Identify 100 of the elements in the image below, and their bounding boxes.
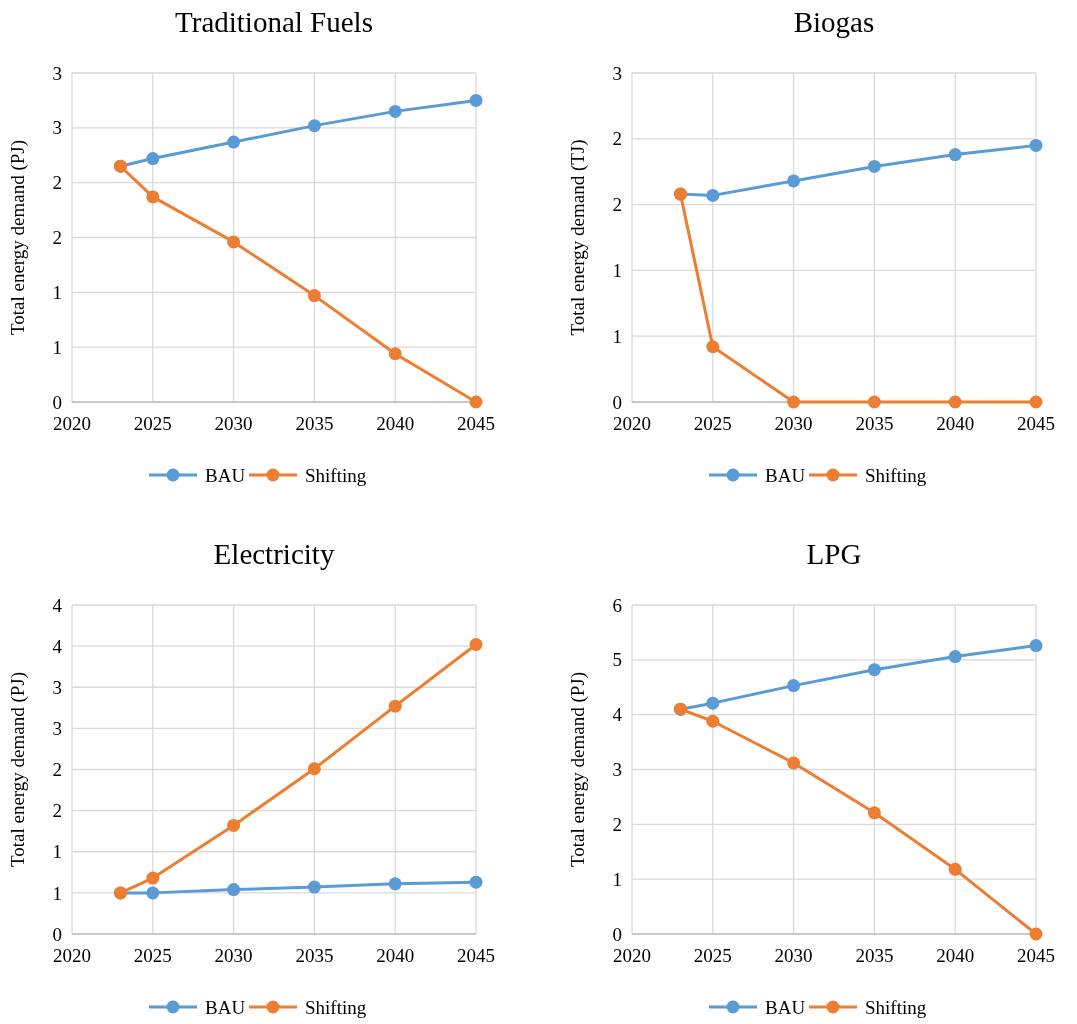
chart-title: Electricity bbox=[213, 538, 335, 570]
chart-title: LPG bbox=[806, 538, 862, 570]
point bbox=[469, 875, 483, 889]
x-tick-label: 2040 bbox=[376, 413, 415, 434]
y-tick-label: 6 bbox=[612, 594, 622, 616]
y-tick-label: 1 bbox=[612, 868, 622, 890]
y-axis-title: Total energy demand (PJ) bbox=[567, 671, 589, 868]
y-tick-label: 1 bbox=[52, 281, 62, 303]
y-axis-title: Total energy demand (PJ) bbox=[7, 671, 29, 868]
point bbox=[867, 159, 881, 173]
x-tick-label: 2040 bbox=[936, 945, 975, 966]
legend-label: Shifting bbox=[865, 464, 927, 486]
point bbox=[307, 289, 321, 303]
y-axis-title: Total energy demand (PJ) bbox=[7, 139, 29, 336]
x-tick-label: 2045 bbox=[1017, 945, 1055, 966]
point bbox=[307, 762, 321, 776]
x-tick-label: 2025 bbox=[693, 413, 732, 434]
y-tick-label: 3 bbox=[52, 117, 62, 139]
y-tick-label: 4 bbox=[612, 704, 623, 726]
x-tick-label: 2020 bbox=[613, 413, 651, 434]
x-tick-label: 2045 bbox=[1017, 413, 1055, 434]
x-tick-label: 2045 bbox=[457, 945, 495, 966]
point bbox=[227, 135, 241, 149]
x-tick-label: 2025 bbox=[133, 945, 172, 966]
point bbox=[706, 714, 720, 728]
point bbox=[146, 190, 160, 204]
x-tick-label: 2030 bbox=[214, 413, 253, 434]
point bbox=[146, 886, 160, 900]
y-tick-label: 2 bbox=[52, 227, 62, 249]
y-tick-label: 2 bbox=[52, 172, 62, 194]
point bbox=[388, 877, 402, 891]
y-tick-label: 0 bbox=[612, 923, 622, 945]
point bbox=[867, 663, 881, 677]
x-tick-label: 2045 bbox=[457, 413, 495, 434]
x-tick-label: 2030 bbox=[774, 413, 813, 434]
y-axis-title: Total energy demand (TJ) bbox=[567, 139, 589, 336]
y-tick-label: 4 bbox=[52, 594, 63, 616]
x-tick-label: 2025 bbox=[133, 413, 172, 434]
y-tick-label: 1 bbox=[52, 336, 62, 358]
x-tick-label: 2035 bbox=[295, 945, 334, 966]
y-tick-label: 5 bbox=[612, 649, 622, 671]
y-tick-label: 0 bbox=[612, 391, 622, 413]
point bbox=[227, 883, 241, 897]
chart-title: Traditional Fuels bbox=[175, 6, 373, 38]
y-tick-label: 1 bbox=[52, 841, 62, 863]
y-tick-label: 3 bbox=[612, 62, 622, 84]
y-tick-label: 2 bbox=[52, 759, 62, 781]
point bbox=[706, 188, 720, 202]
y-tick-label: 1 bbox=[612, 325, 622, 347]
point bbox=[948, 862, 962, 876]
point bbox=[1029, 927, 1043, 941]
y-tick-label: 2 bbox=[52, 800, 62, 822]
y-tick-label: 1 bbox=[52, 882, 62, 904]
y-tick-label: 0 bbox=[52, 923, 62, 945]
x-tick-label: 2035 bbox=[295, 413, 334, 434]
legend-label: BAU bbox=[765, 464, 806, 486]
x-tick-label: 2030 bbox=[214, 945, 253, 966]
legend-label: Shifting bbox=[305, 464, 367, 486]
x-tick-label: 2035 bbox=[855, 945, 894, 966]
x-tick-label: 2020 bbox=[53, 413, 91, 434]
point bbox=[146, 152, 160, 166]
y-tick-label: 3 bbox=[52, 718, 62, 740]
point bbox=[1029, 639, 1043, 653]
x-tick-label: 2025 bbox=[693, 945, 732, 966]
x-tick-label: 2030 bbox=[774, 945, 813, 966]
point bbox=[307, 880, 321, 894]
point bbox=[706, 340, 720, 354]
legend-label: BAU bbox=[205, 996, 246, 1018]
point bbox=[787, 395, 801, 409]
point bbox=[307, 119, 321, 133]
y-tick-label: 3 bbox=[612, 759, 622, 781]
point bbox=[948, 650, 962, 664]
point bbox=[227, 818, 241, 832]
point bbox=[469, 637, 483, 651]
point bbox=[388, 104, 402, 118]
point bbox=[787, 174, 801, 188]
legend-label: BAU bbox=[765, 996, 806, 1018]
point bbox=[146, 871, 160, 885]
x-tick-label: 2040 bbox=[936, 413, 975, 434]
y-tick-label: 2 bbox=[612, 194, 622, 216]
y-tick-label: 3 bbox=[52, 62, 62, 84]
x-tick-label: 2040 bbox=[376, 945, 415, 966]
y-tick-label: 4 bbox=[52, 635, 63, 657]
point bbox=[787, 679, 801, 693]
x-tick-label: 2035 bbox=[855, 413, 894, 434]
point bbox=[787, 756, 801, 770]
point bbox=[948, 395, 962, 409]
legend-label: Shifting bbox=[865, 996, 927, 1018]
point bbox=[469, 395, 483, 409]
legend-label: Shifting bbox=[305, 996, 367, 1018]
point bbox=[867, 395, 881, 409]
y-tick-label: 0 bbox=[52, 391, 62, 413]
y-tick-label: 2 bbox=[612, 128, 622, 150]
x-tick-label: 2020 bbox=[53, 945, 91, 966]
point bbox=[388, 347, 402, 361]
legend-label: BAU bbox=[205, 464, 246, 486]
point bbox=[706, 696, 720, 710]
point bbox=[1029, 138, 1043, 152]
y-tick-label: 1 bbox=[612, 260, 622, 282]
point bbox=[469, 93, 483, 107]
